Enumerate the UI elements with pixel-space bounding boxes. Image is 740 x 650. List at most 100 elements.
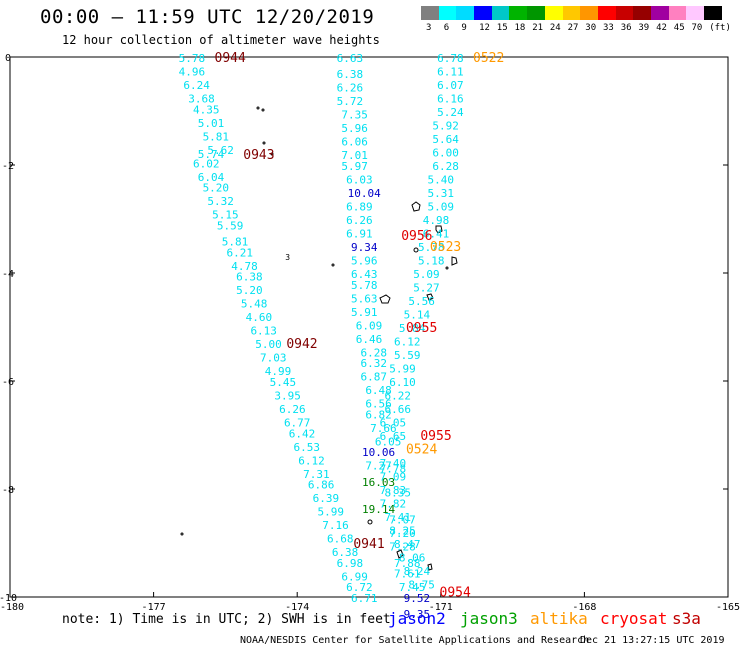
wave-height-reading: 5.74 — [198, 148, 225, 161]
wave-height-reading: 7.40 — [380, 457, 407, 470]
wave-height-reading: 6.26 — [337, 82, 364, 95]
island-dot — [261, 108, 265, 112]
wave-height-reading: 6.38 — [337, 68, 364, 81]
satellite-legend-jason2: jason2 — [388, 609, 446, 628]
island-shape — [426, 293, 434, 301]
wave-height-reading: 6.28 — [432, 160, 459, 173]
wave-height-reading: 6.03 — [346, 174, 373, 187]
wave-height-reading: 6.02 — [193, 157, 220, 170]
wave-height-reading: 5.15 — [212, 209, 239, 222]
wave-height-reading: 6.89 — [346, 201, 373, 214]
wave-height-reading: 8.35 — [384, 487, 411, 500]
satellite-legend-jason3: jason3 — [460, 609, 518, 628]
wave-height-reading: 5.99 — [389, 363, 416, 376]
island-shape — [435, 225, 443, 234]
island-shape — [411, 201, 421, 212]
misc-map-labels: 3 — [285, 253, 290, 262]
wave-height-reading: 6.77 — [284, 417, 311, 430]
wave-height-reading: 4.60 — [246, 311, 273, 324]
map-subtitle: 12 hour collection of altimeter wave hei… — [62, 33, 380, 47]
wave-height-reading: 5.81 — [203, 130, 230, 143]
wave-height-reading: 5.92 — [432, 120, 459, 133]
y-axis-ticks: 0 -2 -4 -6 -8 -10 — [0, 53, 728, 604]
wave-height-reading: 6.82 — [365, 408, 392, 421]
wave-height-reading: 5.09 — [413, 268, 440, 281]
wave-height-reading: 6.39 — [313, 492, 340, 505]
wave-height-reading: 6.86 — [308, 479, 335, 492]
wave-height-reading: 7.78 — [380, 462, 407, 475]
wave-height-reading: 5.48 — [241, 298, 268, 311]
island-dot — [256, 106, 260, 110]
legend-swatch — [597, 6, 616, 20]
wave-height-reading: 7.27 — [365, 460, 392, 473]
wave-height-reading: 6.41 — [423, 228, 450, 241]
wave-height-reading: 6.13 — [250, 325, 277, 338]
wave-height-reading: 3.95 — [274, 390, 301, 403]
wave-height-reading: 6.32 — [361, 357, 388, 370]
pass-time-label: 0956 — [401, 229, 432, 244]
wave-height-reading: 7.31 — [303, 468, 330, 481]
wave-height-reading: 6.06 — [341, 136, 368, 149]
legend-label: 15 — [496, 23, 508, 33]
legend-label: 45 — [673, 23, 685, 33]
track-jason-2: 10.04 9.34 10.06 9.52 9.35 — [348, 187, 430, 621]
y-tick-label: -6 — [2, 377, 14, 388]
island-dot — [413, 247, 419, 253]
wave-height-reading: 6.26 — [346, 214, 373, 227]
legend-label: 3 — [426, 23, 432, 33]
legend-label: 36 — [620, 23, 632, 33]
wave-height-reading: 6.98 — [337, 557, 364, 570]
wave-height-reading: 8.25 — [389, 525, 416, 538]
credit-line: NOAA/NESDIS Center for Satellite Applica… — [240, 635, 590, 646]
wave-height-reading: 10.06 — [362, 446, 395, 459]
legend-swatch — [456, 6, 475, 20]
satellite-legend-altika: altika — [530, 609, 588, 628]
wave-height-reading: 7.66 — [370, 422, 397, 435]
wave-height-reading: 6.56 — [365, 398, 392, 411]
wave-height-reading: 6.21 — [227, 246, 254, 259]
wave-height-reading: 5.99 — [317, 506, 344, 519]
wave-height-reading: 6.12 — [394, 336, 421, 349]
wave-height-reading: 5.59 — [217, 219, 244, 232]
color-scale-labels: 3 6 9 12 15 18 21 24 27 30 33 36 39 42 45 70 (ft) — [421, 23, 740, 37]
pass-time-label: 0954 — [440, 586, 471, 601]
wave-height-reading: 4.98 — [423, 214, 450, 227]
legend-swatch — [527, 6, 545, 20]
wave-height-reading: 7.07 — [389, 514, 416, 527]
wave-height-reading: 6.00 — [432, 147, 459, 160]
wave-height-reading: 9.35 — [404, 608, 431, 621]
wave-height-reading: 5.63 — [351, 292, 378, 305]
wave-height-reading: 6.24 — [183, 79, 210, 92]
wave-height-reading: 6.16 — [437, 93, 464, 106]
legend-label: 30 — [585, 23, 597, 33]
wave-height-reading: 5.31 — [428, 187, 455, 200]
footer-note: note: 1) Time is in UTC; 2) SWH is in fe… — [62, 612, 391, 627]
wave-height-reading: 16.03 — [362, 476, 395, 489]
satellite-legend-cryosat: cryosat — [600, 609, 668, 628]
island-shape — [379, 294, 391, 304]
wave-height-reading: 6.63 — [337, 52, 364, 65]
wave-height-reading: 6.09 — [356, 319, 383, 332]
legend-label: 39 — [638, 23, 650, 33]
wave-height-reading: 6.46 — [356, 333, 383, 346]
wave-height-reading: 6.53 — [294, 441, 321, 454]
y-tick-label: -2 — [2, 161, 14, 172]
legend-swatch — [421, 6, 439, 20]
pass-time-label: 0943 — [243, 148, 274, 163]
pass-time-label: 0524 — [406, 443, 437, 458]
wave-height-reading: 6.87 — [361, 371, 388, 384]
legend-swatch — [562, 6, 581, 20]
pass-time-label: 0944 — [215, 51, 246, 66]
island-outlines — [180, 106, 458, 571]
island-dot — [270, 152, 274, 156]
wave-height-reading: 4.78 — [231, 260, 258, 273]
legend-label: 42 — [656, 23, 667, 33]
pass-time-label: 0942 — [286, 337, 317, 352]
wave-height-reading: 5.09 — [428, 201, 455, 214]
wave-height-reading: 9.52 — [404, 592, 431, 605]
map-title: 00:00 – 11:59 UTC 12/20/2019 — [40, 6, 375, 28]
legend-label: 9 — [461, 23, 467, 33]
island-shape — [451, 256, 458, 266]
x-tick-label: -171 — [429, 602, 453, 613]
wave-height-reading: 9.34 — [351, 241, 378, 254]
